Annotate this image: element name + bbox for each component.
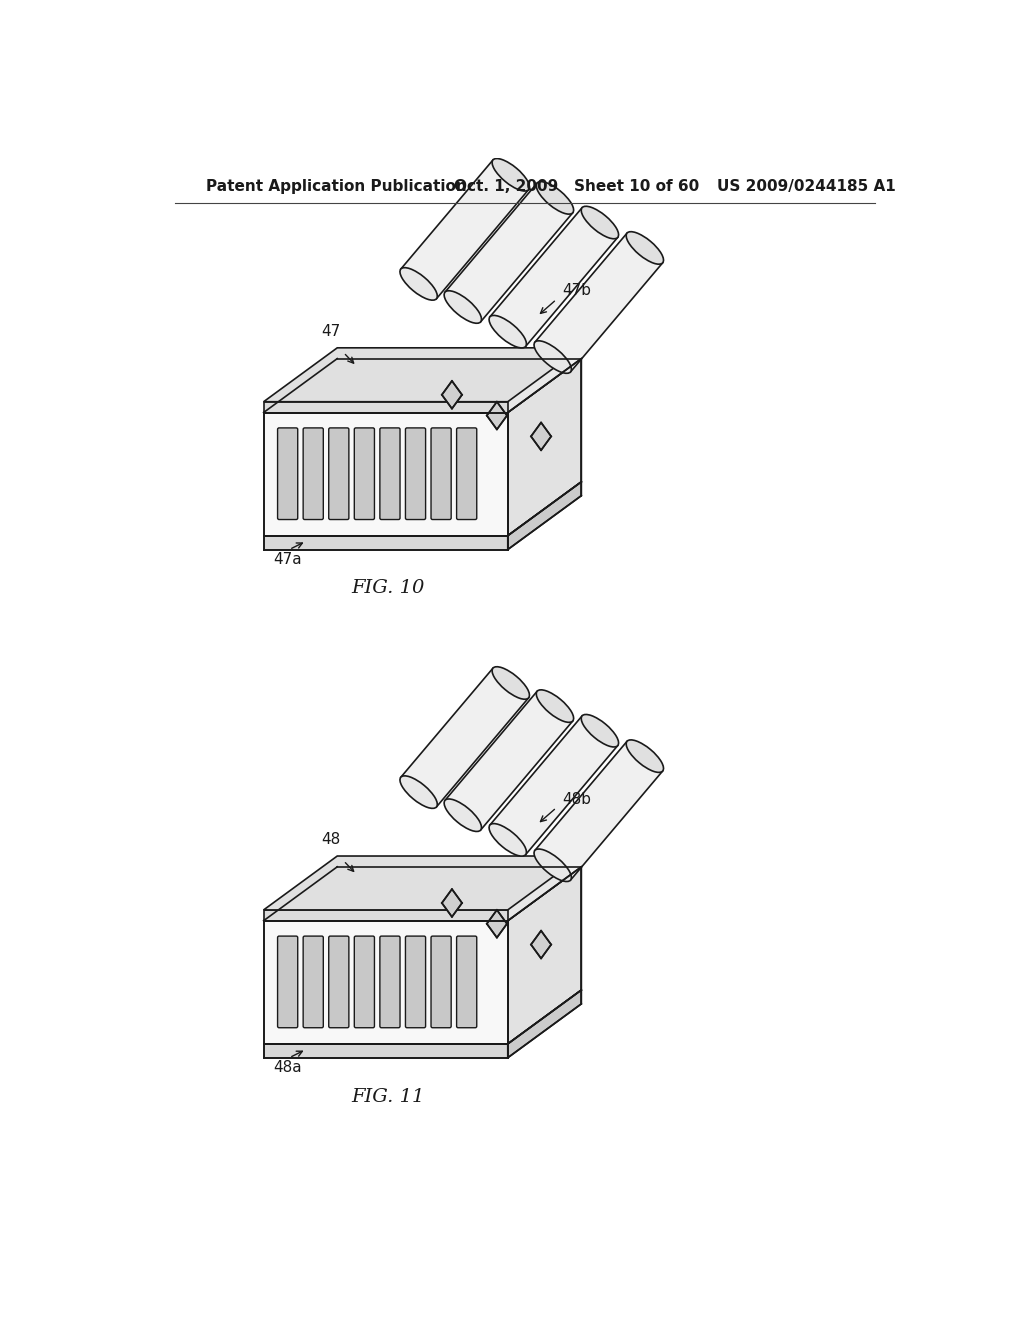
Text: FIG. 11: FIG. 11 [351, 1088, 424, 1106]
Ellipse shape [537, 690, 573, 722]
Text: 48b: 48b [562, 792, 591, 807]
Polygon shape [263, 857, 582, 909]
Polygon shape [263, 909, 508, 921]
Polygon shape [400, 160, 528, 298]
Ellipse shape [493, 158, 529, 191]
Polygon shape [263, 536, 508, 549]
FancyBboxPatch shape [457, 936, 477, 1028]
Ellipse shape [535, 849, 571, 882]
Polygon shape [445, 692, 572, 830]
Polygon shape [531, 931, 551, 958]
Ellipse shape [535, 341, 571, 374]
Text: 48a: 48a [273, 1060, 302, 1076]
Ellipse shape [582, 714, 618, 747]
Polygon shape [531, 422, 551, 450]
Polygon shape [535, 234, 663, 372]
FancyBboxPatch shape [354, 936, 375, 1028]
Polygon shape [263, 867, 582, 921]
Polygon shape [400, 668, 528, 807]
Text: 47b: 47b [562, 284, 591, 298]
Polygon shape [508, 867, 582, 1044]
Ellipse shape [627, 232, 664, 264]
FancyBboxPatch shape [431, 428, 452, 520]
Polygon shape [263, 359, 582, 412]
FancyBboxPatch shape [380, 936, 400, 1028]
FancyBboxPatch shape [278, 936, 298, 1028]
Text: 47: 47 [322, 323, 341, 338]
Text: 47a: 47a [273, 552, 302, 568]
Polygon shape [445, 183, 572, 322]
Polygon shape [263, 348, 582, 401]
Ellipse shape [627, 741, 664, 772]
Polygon shape [489, 207, 617, 346]
Polygon shape [263, 1044, 508, 1057]
FancyBboxPatch shape [303, 936, 324, 1028]
Text: US 2009/0244185 A1: US 2009/0244185 A1 [717, 178, 896, 194]
Polygon shape [263, 412, 508, 536]
Text: FIG. 10: FIG. 10 [351, 579, 424, 598]
Polygon shape [508, 482, 582, 549]
Text: 48: 48 [322, 832, 341, 846]
Polygon shape [263, 921, 508, 1044]
Polygon shape [486, 401, 507, 429]
Polygon shape [263, 867, 582, 921]
Polygon shape [442, 381, 462, 409]
Ellipse shape [537, 182, 573, 214]
Ellipse shape [400, 268, 437, 300]
Text: Patent Application Publication: Patent Application Publication [206, 178, 466, 194]
Ellipse shape [582, 206, 618, 239]
Polygon shape [535, 742, 663, 880]
FancyBboxPatch shape [329, 428, 349, 520]
Polygon shape [263, 359, 582, 412]
FancyBboxPatch shape [380, 428, 400, 520]
Polygon shape [442, 890, 462, 917]
FancyBboxPatch shape [457, 428, 477, 520]
FancyBboxPatch shape [303, 428, 324, 520]
FancyBboxPatch shape [354, 428, 375, 520]
FancyBboxPatch shape [406, 428, 426, 520]
Polygon shape [508, 359, 582, 536]
Ellipse shape [489, 824, 526, 857]
Ellipse shape [400, 776, 437, 808]
FancyBboxPatch shape [329, 936, 349, 1028]
FancyBboxPatch shape [278, 428, 298, 520]
FancyBboxPatch shape [431, 936, 452, 1028]
Ellipse shape [444, 290, 481, 323]
Ellipse shape [493, 667, 529, 700]
Ellipse shape [444, 799, 481, 832]
FancyBboxPatch shape [406, 936, 426, 1028]
Text: Oct. 1, 2009   Sheet 10 of 60: Oct. 1, 2009 Sheet 10 of 60 [454, 178, 698, 194]
Polygon shape [263, 401, 508, 412]
Polygon shape [489, 715, 617, 854]
Ellipse shape [489, 315, 526, 348]
Polygon shape [508, 990, 582, 1057]
Polygon shape [486, 909, 507, 937]
